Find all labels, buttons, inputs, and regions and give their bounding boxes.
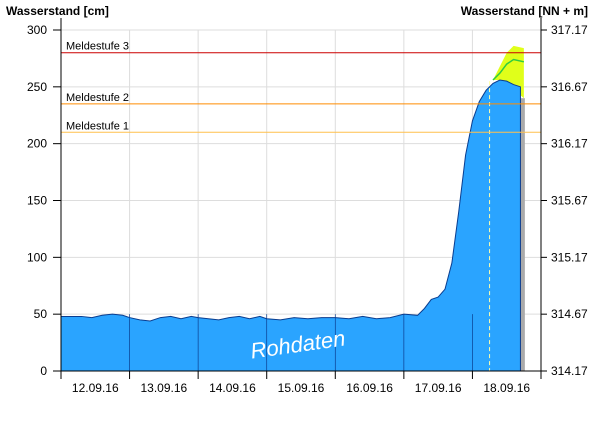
threshold-label: Meldestufe 2 (66, 92, 129, 104)
threshold-label: Meldestufe 1 (66, 120, 129, 132)
y-tick-label-left: 250 (27, 80, 47, 94)
y-tick-label-left: 150 (27, 194, 47, 208)
x-tick-label: 16.09.16 (346, 381, 393, 395)
water-level-area (60, 79, 521, 372)
y-tick-label-right: 315.67 (551, 194, 588, 208)
x-tick-label: 17.09.16 (415, 381, 462, 395)
y-axis-left-title: Wasserstand [cm] (6, 4, 109, 18)
forecast-tail (518, 98, 525, 371)
y-tick-label-left: 300 (27, 23, 47, 37)
y-tick-label-right: 314.17 (551, 364, 588, 378)
threshold-lines: Meldestufe 3 Meldestufe 2 Meldestufe 1 (61, 41, 541, 133)
x-tick-label: 12.09.16 (72, 381, 119, 395)
y-tick-label-right: 314.67 (551, 307, 588, 321)
axes: 0 314.17 50 314.67 100 315.17 150 315.67 200 316.… (27, 18, 588, 395)
x-tick-label: 15.09.16 (278, 381, 325, 395)
y-tick-label-right: 317.17 (551, 23, 588, 37)
y-tick-label-right: 316.17 (551, 137, 588, 151)
y-tick-label-left: 200 (27, 137, 47, 151)
data-area (60, 45, 525, 372)
y-axis-right-title: Wasserstand [NN + m] (461, 4, 588, 18)
y-tick-label-left: 100 (27, 250, 47, 264)
y-tick-label-left: 0 (40, 364, 47, 378)
x-tick-label: 13.09.16 (140, 381, 187, 395)
threshold-label: Meldestufe 3 (66, 41, 129, 53)
y-tick-label-right: 315.17 (551, 250, 588, 264)
x-tick-label: 18.09.16 (483, 381, 530, 395)
forecast-line (492, 58, 525, 81)
x-tick-label: 14.09.16 (209, 381, 256, 395)
y-tick-label-right: 316.67 (551, 80, 588, 94)
y-tick-label-left: 50 (34, 307, 48, 321)
